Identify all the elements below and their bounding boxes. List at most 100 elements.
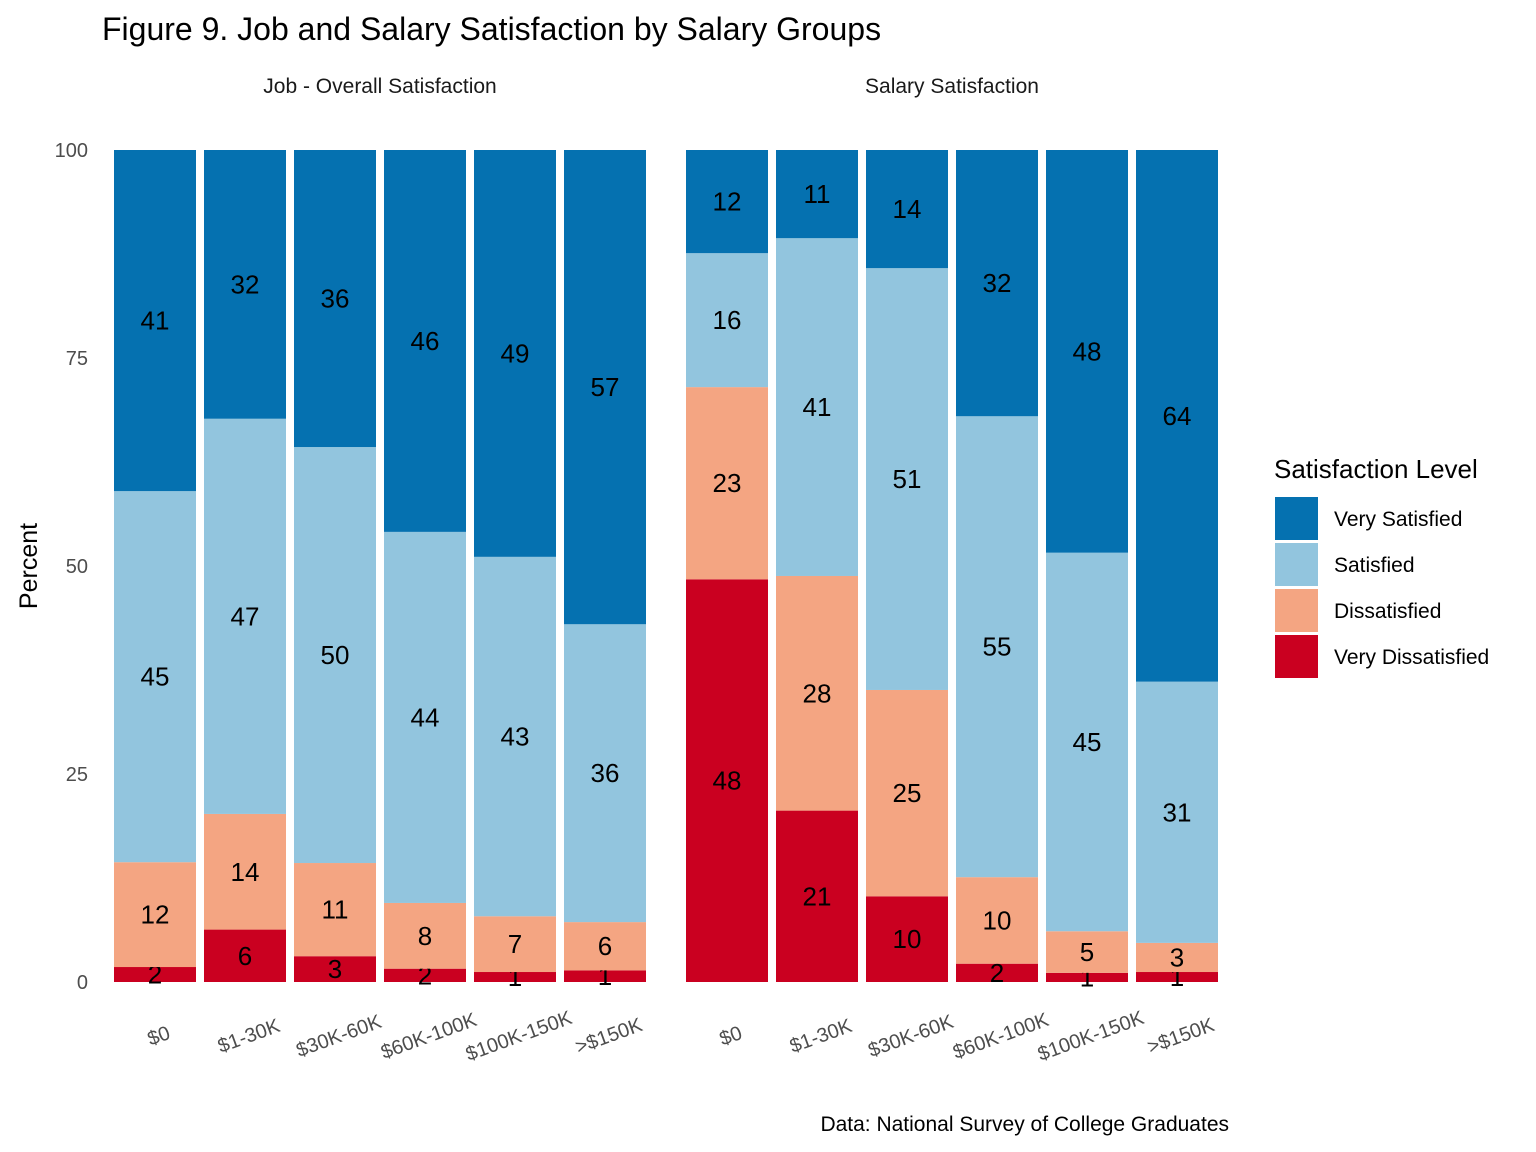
bar-segment	[866, 150, 948, 269]
data-label: 2	[990, 958, 1004, 988]
bar-segment	[866, 268, 948, 690]
bar-segment	[686, 579, 768, 982]
data-label: 55	[983, 632, 1012, 662]
y-tick-label: 75	[66, 348, 88, 370]
chart-title: Figure 9. Job and Salary Satisfaction by…	[102, 11, 881, 47]
data-label: 6	[598, 931, 612, 961]
y-tick-label: 25	[66, 764, 88, 786]
bar-segment	[474, 150, 556, 557]
bar-segment	[776, 575, 858, 811]
x-tick-label: >$150K	[573, 1014, 646, 1059]
x-tick-label: $100K-150K	[1035, 1007, 1148, 1066]
y-axis-title: Percent	[15, 523, 43, 609]
bar-segment	[956, 150, 1038, 417]
data-label: 6	[238, 941, 252, 971]
bar-segment	[956, 877, 1038, 964]
data-label: 44	[411, 702, 440, 732]
bar-segment	[204, 418, 286, 814]
data-label: 32	[231, 269, 260, 299]
legend-label: Very Dissatisfied	[1334, 646, 1489, 669]
data-label: 8	[418, 921, 432, 951]
data-label: 41	[141, 306, 170, 336]
bar-segment	[1136, 150, 1218, 682]
bar-segment	[384, 150, 466, 532]
data-label: 51	[893, 464, 922, 494]
data-label: 28	[803, 678, 832, 708]
data-label: 14	[231, 857, 260, 887]
data-label: 48	[1073, 336, 1102, 366]
data-label: 48	[713, 766, 742, 796]
panel-title: Job - Overall Satisfaction	[263, 75, 496, 98]
bar-segment	[204, 150, 286, 419]
legend-label: Very Satisfied	[1334, 508, 1462, 531]
bar-segment	[384, 531, 466, 903]
data-label: 50	[321, 640, 350, 670]
data-label: 41	[803, 392, 832, 422]
bar-segment	[384, 902, 466, 969]
bar-segment	[1046, 150, 1128, 553]
bar-segment	[1136, 942, 1218, 973]
bar-segment	[956, 416, 1038, 878]
data-label: 3	[328, 954, 342, 984]
chart-caption: Data: National Survey of College Graduat…	[820, 1113, 1229, 1136]
data-label: 45	[1073, 727, 1102, 757]
bar-segment	[686, 253, 768, 388]
bar-segment	[1046, 552, 1128, 932]
x-tick-label: $0	[145, 1022, 173, 1050]
data-label: 11	[322, 895, 349, 925]
data-label: 12	[141, 900, 170, 930]
bar-segment	[204, 929, 286, 982]
data-label: 45	[141, 662, 170, 692]
bar-segment	[474, 916, 556, 973]
x-tick-label: $100K-150K	[463, 1007, 576, 1066]
bar-segment	[564, 922, 646, 971]
bar-segment	[114, 150, 196, 492]
bar-segment	[686, 150, 768, 254]
bar-segment	[776, 150, 858, 239]
y-tick-label: 50	[66, 556, 88, 578]
data-label: 21	[803, 881, 832, 911]
data-label: 49	[501, 338, 530, 368]
bar-segment	[294, 863, 376, 957]
data-label: 57	[591, 372, 620, 402]
data-label: 46	[411, 326, 440, 356]
bar-segment	[114, 862, 196, 968]
bar-segment	[204, 813, 286, 930]
bar-segment	[564, 970, 646, 982]
y-tick-label: 0	[77, 972, 88, 994]
x-tick-label: $30K-60K	[293, 1011, 385, 1062]
data-label: 12	[713, 187, 742, 217]
bar-segment	[776, 810, 858, 982]
legend-label: Dissatisfied	[1334, 600, 1441, 623]
y-tick-label: 100	[55, 140, 88, 162]
bar-segment	[474, 972, 556, 982]
data-label: 43	[501, 722, 530, 752]
legend-key	[1275, 497, 1318, 540]
data-label: 11	[804, 179, 831, 209]
data-label: 7	[508, 929, 522, 959]
x-tick-label: $1-30K	[215, 1015, 284, 1058]
data-label: 3	[1170, 942, 1184, 972]
bar-segment	[1046, 972, 1128, 982]
x-tick-label: $1-30K	[787, 1015, 856, 1058]
bar-segment	[294, 956, 376, 982]
legend-label: Satisfied	[1334, 554, 1415, 577]
panel-2: Salary Satisfaction48231612$021284111$1-…	[686, 75, 1218, 1066]
bar-segment	[114, 967, 196, 982]
legend: Satisfaction Level Very Satisfied Satisfi…	[1274, 454, 1489, 678]
data-label: 25	[893, 778, 922, 808]
bar-segment	[294, 447, 376, 864]
x-tick-label: $0	[717, 1022, 745, 1050]
data-label: 23	[713, 468, 742, 498]
bar-segment	[1046, 931, 1128, 973]
bar-segment	[866, 896, 948, 982]
legend-key	[1275, 589, 1318, 632]
data-label: 36	[321, 284, 350, 314]
x-tick-label: $60K-100K	[950, 1009, 1052, 1064]
x-tick-label: $60K-100K	[378, 1009, 480, 1064]
data-label: 47	[231, 601, 260, 631]
bar-segment	[384, 968, 466, 982]
x-tick-label: >$150K	[1145, 1014, 1218, 1059]
